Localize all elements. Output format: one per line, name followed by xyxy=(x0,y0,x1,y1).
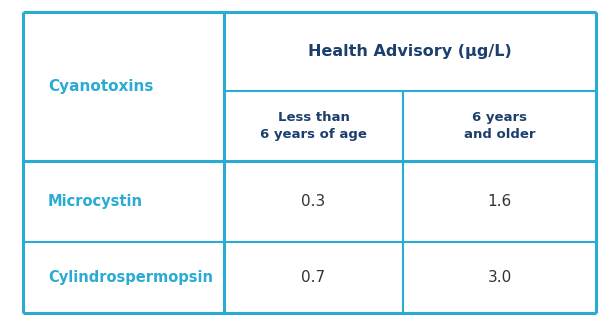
Text: Less than
6 years of age: Less than 6 years of age xyxy=(260,111,367,141)
Text: Cylindrospermopsin: Cylindrospermopsin xyxy=(48,270,213,285)
Text: 1.6: 1.6 xyxy=(487,194,512,209)
Text: 0.7: 0.7 xyxy=(302,270,326,285)
Text: 6 years
and older: 6 years and older xyxy=(464,111,535,141)
Text: 3.0: 3.0 xyxy=(487,270,512,285)
Text: Health Advisory (μg/L): Health Advisory (μg/L) xyxy=(308,44,512,59)
Text: Microcystin: Microcystin xyxy=(48,194,143,209)
Text: Cyanotoxins: Cyanotoxins xyxy=(48,79,153,94)
Text: 0.3: 0.3 xyxy=(302,194,326,209)
